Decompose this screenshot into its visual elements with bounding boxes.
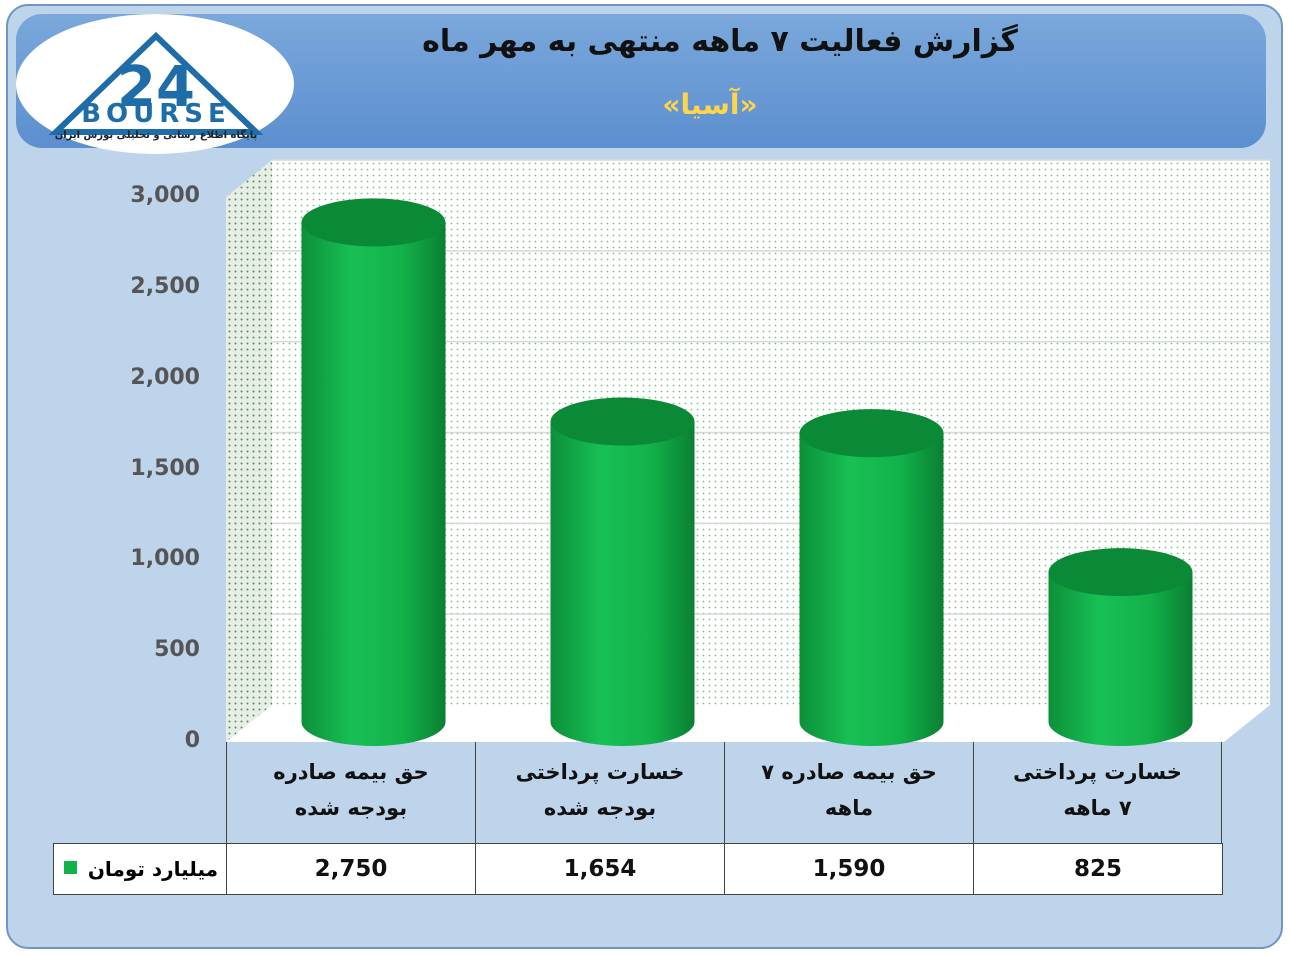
category-label: خسارت پرداختی ۷ ماهه [973,742,1222,843]
legend-series: میلیارد تومان [53,843,227,895]
data-value-label: 1,590 [724,843,974,895]
bar [550,397,695,746]
logo-number: 24 [117,55,195,120]
bar-body [1048,572,1193,746]
category-label-line: حق بیمه صادره [273,760,429,784]
y-tick-label: 500 [154,637,200,663]
category-label-line: بودجه شده [294,796,408,820]
category-label-line: ۷ ماهه [1063,796,1132,820]
bar-top [799,409,944,458]
category-label-line: حق بیمه صادره ۷ [761,760,937,784]
category-label: حق بیمه صادره ۷ ماهه [724,742,973,843]
y-tick-label: 1,000 [130,546,200,572]
y-tick-label: 1,500 [130,455,200,481]
bar [1048,548,1193,746]
category-label-line: خسارت پرداختی [1013,760,1182,784]
data-value-label: 1,654 [475,843,725,895]
y-tick-label: 3,000 [130,183,200,208]
chart-title: گزارش فعالیت ۷ ماهه منتهی به مهر ماه [422,24,1018,59]
bar-body [550,421,695,746]
logo-brand: BOURSE [81,99,231,129]
data-value-label: 2,750 [226,843,476,895]
logo-tagline: پایگاه اطلاع رسانی و تحلیلی بورس ایران [55,128,258,141]
plot-side-wall [226,160,272,742]
category-label: حق بیمه صادره بودجه شده [226,742,475,843]
bar-body [799,433,944,746]
y-tick-label: 2,500 [130,273,200,299]
bourse-logo-icon: 24 BOURSE پایگاه اطلاع رسانی و تحلیلی بو… [48,31,264,141]
data-value-label: 825 [973,843,1223,895]
category-label-line: بودجه شده [543,796,657,820]
y-tick-label: 2,000 [130,364,200,390]
bar-top [1048,548,1193,597]
category-label-line: ماهه [824,796,874,820]
bar-top [301,198,446,247]
chart-subtitle: «آسیا» [662,88,758,121]
y-tick-label: 0 [184,728,200,753]
bar [799,409,944,746]
bar-body [301,222,446,746]
category-label-line: خسارت پرداختی [515,760,685,784]
bar-top [550,397,695,446]
bar [301,198,446,746]
legend-series-label: میلیارد تومان [87,857,218,881]
plot-floor [226,705,1270,742]
category-label: خسارت پرداختی بودجه شده [475,742,724,843]
logo: 24 BOURSE پایگاه اطلاع رسانی و تحلیلی بو… [16,14,294,154]
legend-swatch [64,861,77,874]
